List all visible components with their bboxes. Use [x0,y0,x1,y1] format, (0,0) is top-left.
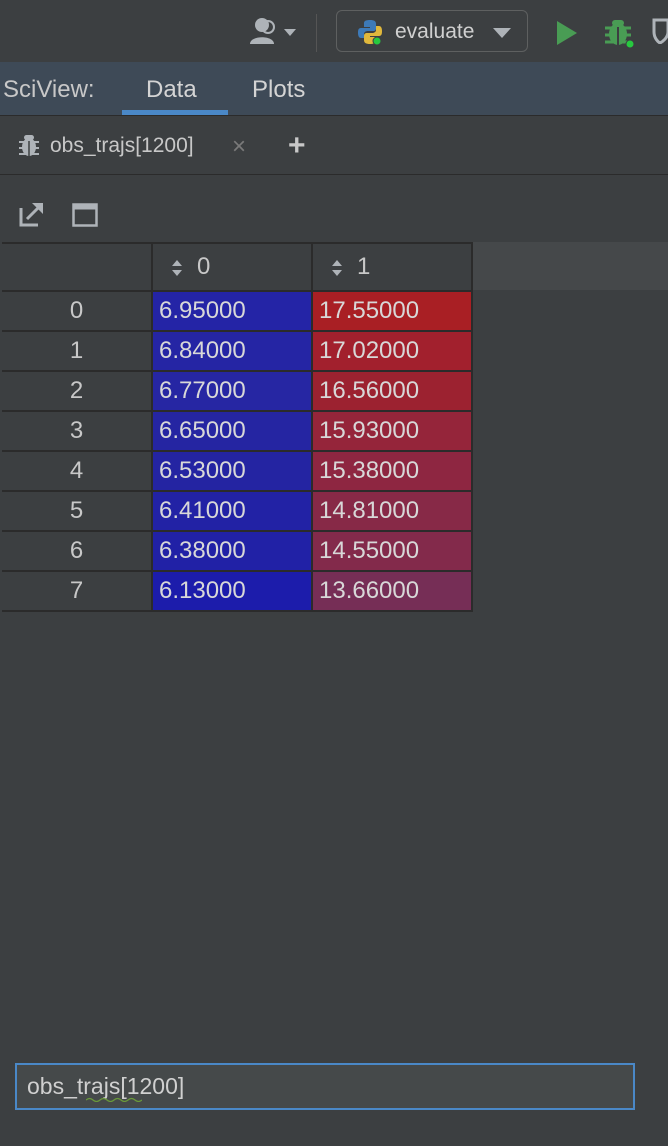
top-toolbar: evaluate [0,0,668,63]
row-index: 6 [2,530,153,572]
coverage-button[interactable] [652,18,668,49]
open-in-editor-icon[interactable] [18,200,46,228]
variable-expression-input[interactable] [15,1063,635,1110]
row-index: 4 [2,450,153,492]
table-cell[interactable]: 14.55000 [311,530,473,572]
index-header [2,242,153,292]
table-cell[interactable]: 6.95000 [151,290,313,332]
add-tab-button[interactable]: + [288,129,306,162]
run-configuration-label: evaluate [395,20,475,43]
variable-tab-label[interactable]: obs_trajs[1200] [50,134,194,157]
active-tab-indicator [122,110,228,115]
table-cell[interactable]: 6.38000 [151,530,313,572]
row-index: 5 [2,490,153,532]
user-account-button[interactable] [246,16,302,48]
row-index: 7 [2,570,153,612]
table-row[interactable]: 1 6.84000 17.02000 [2,330,473,372]
variable-tab-bar: obs_trajs[1200] × + [0,117,668,175]
run-configuration-selector[interactable]: evaluate [336,10,528,52]
table-cell[interactable]: 6.77000 [151,370,313,412]
table-cell[interactable]: 17.55000 [311,290,473,332]
sciview-title: SciView: [3,76,95,103]
debug-button[interactable] [603,16,635,50]
column-header-label: 0 [197,253,211,280]
data-table: 0 1 0 6.95000 17.55000 1 6.84000 17.0200… [2,242,473,612]
table-cell[interactable]: 15.38000 [311,450,473,492]
table-row[interactable]: 0 6.95000 17.55000 [2,290,473,332]
close-icon[interactable]: × [232,133,247,160]
play-icon [557,21,577,45]
chevron-down-icon [284,29,296,36]
tab-data[interactable]: Data [146,76,197,103]
window-icon[interactable] [72,203,98,227]
table-cell[interactable]: 6.65000 [151,410,313,452]
sort-icon [172,259,182,276]
row-index: 0 [2,290,153,332]
table-cell[interactable]: 17.02000 [311,330,473,372]
run-button[interactable] [555,20,579,51]
table-cell[interactable]: 6.53000 [151,450,313,492]
table-row[interactable]: 7 6.13000 13.66000 [2,570,473,612]
sort-icon [332,259,342,276]
table-cell[interactable]: 16.56000 [311,370,473,412]
bug-icon [605,20,635,49]
column-header[interactable]: 1 [311,242,473,292]
table-row[interactable]: 2 6.77000 16.56000 [2,370,473,412]
table-row[interactable]: 4 6.53000 15.38000 [2,450,473,492]
toolbar-separator [316,14,317,52]
tab-plots[interactable]: Plots [252,76,306,103]
user-icon [250,18,296,44]
table-cell[interactable]: 6.13000 [151,570,313,612]
row-index: 1 [2,330,153,372]
table-header-row: 0 1 [2,242,473,292]
spellcheck-underline [86,1097,142,1102]
chevron-down-icon [493,28,511,38]
table-row[interactable]: 5 6.41000 14.81000 [2,490,473,532]
shield-icon [652,18,668,45]
sciview-tab-bar: SciView: Data Plots [0,62,668,116]
table-cell[interactable]: 13.66000 [311,570,473,612]
python-icon [358,20,382,45]
bug-icon [19,135,39,156]
row-index: 3 [2,410,153,452]
table-cell[interactable]: 15.93000 [311,410,473,452]
table-row[interactable]: 3 6.65000 15.93000 [2,410,473,452]
table-cell[interactable]: 6.41000 [151,490,313,532]
column-header-label: 1 [357,253,371,280]
table-cell[interactable]: 14.81000 [311,490,473,532]
column-header[interactable]: 0 [151,242,313,292]
table-cell[interactable]: 6.84000 [151,330,313,372]
table-row[interactable]: 6 6.38000 14.55000 [2,530,473,572]
row-index: 2 [2,370,153,412]
